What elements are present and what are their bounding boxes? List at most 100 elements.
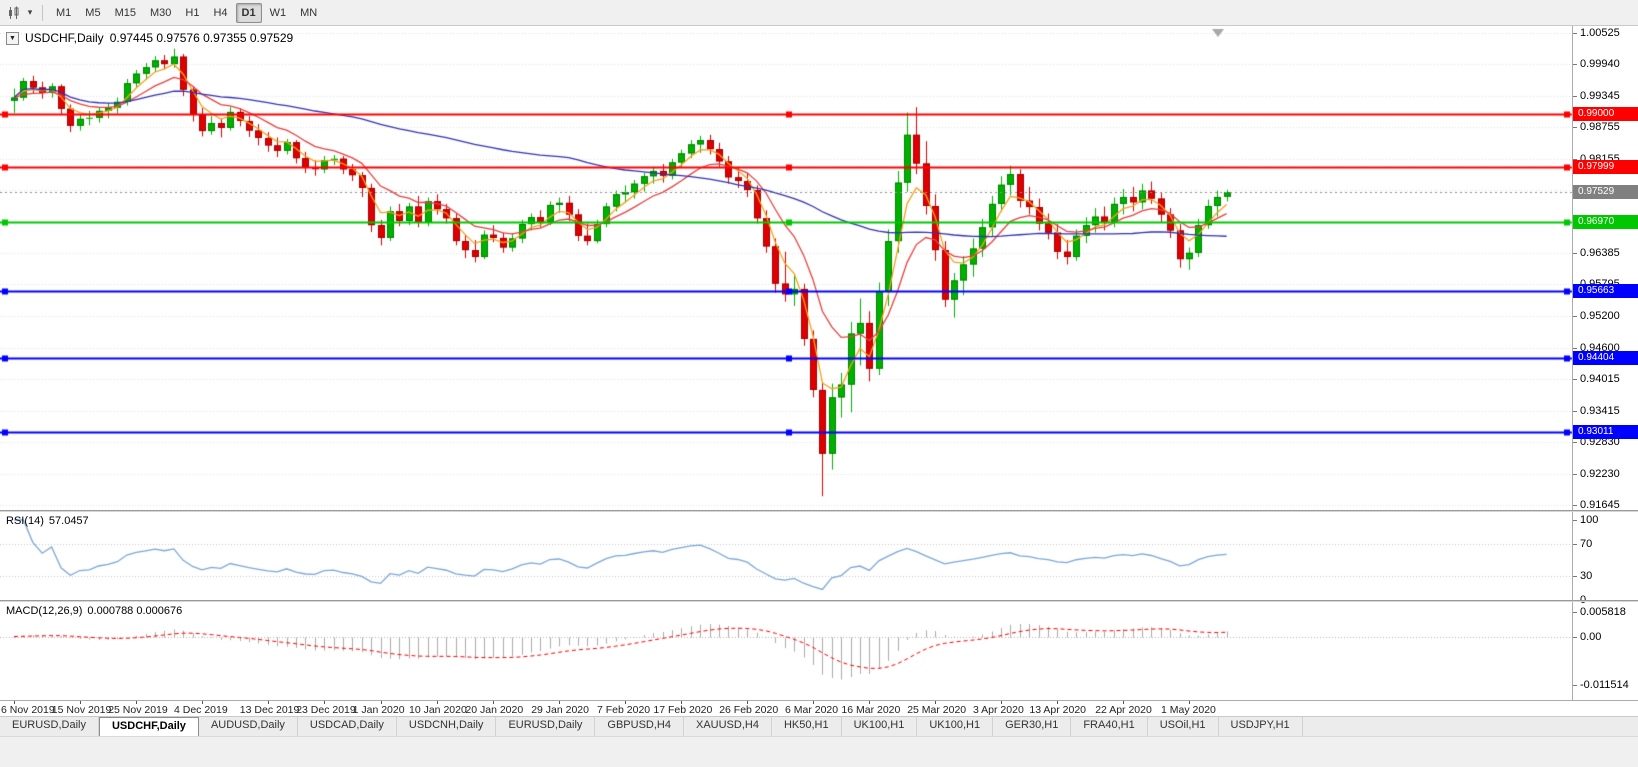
timeframe-button-d1[interactable]: D1 — [235, 2, 262, 23]
timeframe-button-m5[interactable]: M5 — [85, 6, 101, 19]
chart-tab-uk100-h1[interactable]: UK100,H1 — [917, 717, 994, 736]
chart-tab-usdjpy-h1[interactable]: USDJPY,H1 — [1219, 717, 1303, 736]
date-axis-label: 29 Jan 2020 — [531, 704, 589, 716]
price-line-label: 0.99000 — [1573, 107, 1638, 122]
date-axis-label: 13 Apr 2020 — [1029, 704, 1087, 716]
date-axis-label: 25 Mar 2020 — [907, 704, 967, 716]
price-scale-label: 0.93415 — [1580, 404, 1620, 417]
macd-scale-label: -0.011514 — [1580, 678, 1629, 691]
date-axis-tick — [437, 701, 438, 704]
price-scale-tick — [1573, 410, 1577, 412]
date-axis-tick — [324, 701, 325, 704]
date-axis-label: 17 Feb 2020 — [653, 704, 713, 716]
timeframe-button-m15[interactable]: M15 — [114, 6, 136, 19]
price-scale-tick — [1573, 520, 1577, 521]
chart-ohlc-values: 0.97445 0.97576 0.97355 0.97529 — [109, 31, 294, 45]
date-axis-label: 15 Nov 2019 — [51, 704, 112, 716]
price-scale-label: 0.99940 — [1580, 58, 1620, 71]
date-axis-label: 1 Jan 2020 — [352, 704, 405, 716]
chart-tab-fra40-h1[interactable]: FRA40,H1 — [1071, 717, 1148, 736]
date-axis-label: 25 Nov 2019 — [108, 704, 168, 716]
chart-tab-audusd-daily[interactable]: AUDUSD,Daily — [199, 717, 298, 736]
rsi-scale-label: 70 — [1580, 538, 1593, 550]
timeframe-button-h4[interactable]: H4 — [213, 6, 228, 19]
price-scale-tick — [1573, 612, 1577, 613]
date-axis-label: 10 Jan 2020 — [409, 704, 467, 716]
date-axis-label: 13 Dec 2019 — [239, 704, 300, 716]
timeframe-button-mn[interactable]: MN — [300, 6, 318, 19]
price-scale-label: 0.94015 — [1580, 373, 1620, 386]
date-axis-tick — [268, 701, 269, 704]
date-axis-label: 22 Apr 2020 — [1095, 704, 1152, 716]
price-scale-tick — [1573, 33, 1577, 34]
chart-tab-gbpusd-h4[interactable]: GBPUSD,H4 — [595, 717, 684, 736]
price-scale-tick — [1573, 64, 1577, 66]
rsi-indicator-title: RSI(14) 57.0457 — [6, 515, 94, 527]
date-axis-tick — [1123, 701, 1124, 704]
date-axis-tick — [625, 701, 626, 704]
chart-tab-xauusd-h4[interactable]: XAUUSD,H4 — [684, 717, 772, 736]
date-axis-label: 16 Mar 2020 — [841, 704, 901, 716]
chart-tab-ger30-h1[interactable]: GER30,H1 — [993, 717, 1072, 736]
timeframe-button-m30[interactable]: M30 — [149, 6, 172, 19]
date-axis-label: 26 Feb 2020 — [719, 704, 779, 716]
date-axis-tick — [493, 701, 494, 704]
time-axis[interactable]: 6 Nov 2019 15 Nov 2019 25 Nov 2019 4 Dec 20… — [0, 700, 1638, 716]
chart-tab-usdchf-daily[interactable]: USDCHF,Daily — [98, 717, 199, 736]
chart-tab-eurusd-daily[interactable]: EURUSD,Daily — [0, 717, 99, 736]
panel-separator[interactable] — [0, 600, 1638, 602]
chart-tab-uk100-h1[interactable]: UK100,H1 — [842, 717, 918, 736]
timeframe-button-w1[interactable]: W1 — [269, 6, 287, 19]
price-scale-tick — [1573, 158, 1577, 160]
macd-indicator-title: MACD(12,26,9) 0.000788 0.000676 — [6, 605, 187, 617]
price-scale[interactable]: 1.005250.999400.993450.987550.981550.975… — [1572, 26, 1638, 700]
price-scale-label: 0.98755 — [1580, 121, 1620, 134]
chart-tabs: EURUSD,Daily USDCHF,Daily AUDUSD,Daily USDC… — [0, 716, 1638, 736]
macd-scale-label: 0.00 — [1580, 630, 1602, 643]
date-axis-tick — [681, 701, 682, 704]
window-menu-icon[interactable]: ▼ — [6, 31, 19, 45]
price-scale-tick — [1573, 505, 1577, 506]
macd-scale-label: 0.005818 — [1580, 606, 1626, 618]
price-line-label: 0.94404 — [1573, 351, 1638, 366]
price-scale-label: 0.99345 — [1580, 89, 1620, 102]
timeframe-buttons: M1 M5 M15 M30 H1 H4 D1 W1 MN — [49, 2, 324, 23]
rsi-scale-label: 30 — [1580, 570, 1593, 582]
price-scale-tick — [1573, 636, 1577, 638]
price-scale-tick — [1573, 95, 1577, 97]
price-scale-label: 0.95200 — [1580, 310, 1620, 323]
chart-type-icon[interactable] — [4, 3, 24, 23]
date-axis-tick — [80, 701, 81, 704]
chart-symbol-label: USDCHF,Daily — [25, 31, 104, 45]
price-scale-label: 0.91645 — [1580, 499, 1620, 511]
chart-tab-eurusd-daily[interactable]: EURUSD,Daily — [496, 717, 596, 736]
date-axis-tick — [747, 701, 748, 704]
date-axis-tick — [1057, 701, 1058, 704]
chart-tab-usdcnh-daily[interactable]: USDCNH,Daily — [397, 717, 497, 736]
date-axis-tick — [202, 701, 203, 704]
timeframe-button-h1[interactable]: H1 — [185, 6, 200, 19]
date-axis-tick — [1001, 701, 1002, 704]
chart-type-dropdown-icon[interactable]: ▾ — [27, 7, 33, 17]
current-price-label: 0.97529 — [1573, 185, 1638, 200]
timeframe-button-m1[interactable]: M1 — [56, 6, 72, 19]
chart-tab-usdcad-daily[interactable]: USDCAD,Daily — [298, 717, 397, 736]
price-line-label: 0.97999 — [1573, 160, 1638, 175]
date-axis-label: 20 Jan 2020 — [465, 704, 524, 716]
panel-separator[interactable] — [0, 510, 1638, 512]
rsi-value: 57.0457 — [48, 515, 89, 527]
chart-title: ▼ USDCHF,Daily 0.97445 0.97576 0.97355 0… — [6, 31, 293, 45]
price-scale-tick — [1573, 127, 1577, 129]
price-scale-tick — [1573, 379, 1577, 381]
price-scale-tick — [1573, 316, 1577, 318]
macd-values: 0.000788 0.000676 — [87, 605, 183, 617]
price-scale-tick — [1573, 544, 1577, 545]
chart-tab-usoil-h1[interactable]: USOil,H1 — [1148, 717, 1219, 736]
date-axis-tick — [381, 701, 382, 704]
date-axis-tick — [1189, 701, 1190, 704]
date-axis-label: 1 May 2020 — [1161, 704, 1216, 716]
date-axis-label: 4 Dec 2019 — [174, 704, 228, 716]
chart-tab-hk50-h1[interactable]: HK50,H1 — [772, 717, 842, 736]
